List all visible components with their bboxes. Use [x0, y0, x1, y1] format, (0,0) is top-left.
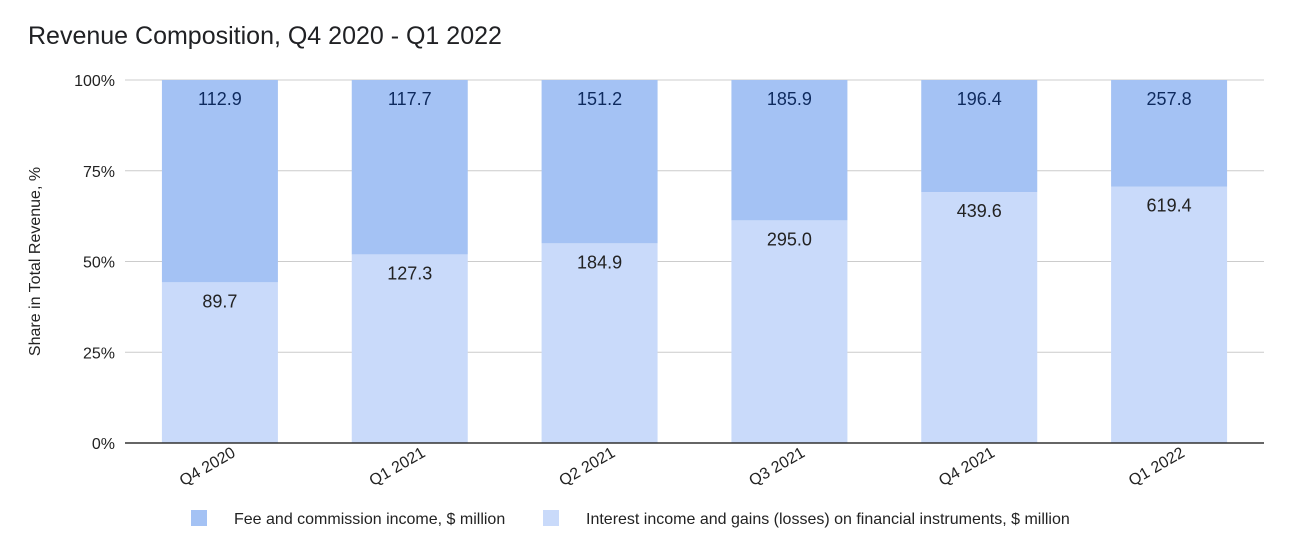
data-label: 619.4 [1147, 196, 1192, 216]
y-tick-label: 50% [83, 255, 115, 272]
bar-segment-fee-commission-q1-2021 [351, 80, 468, 255]
y-tick-label: 100% [74, 73, 115, 90]
data-label: 196.4 [957, 89, 1002, 109]
data-label: 295.0 [767, 229, 812, 249]
bar-segment-interest-income-q2-2021 [541, 243, 658, 443]
x-tick-label: Q3 2021 [746, 444, 808, 489]
x-tick-label: Q4 2020 [177, 444, 239, 489]
data-label: 185.9 [767, 89, 812, 109]
x-tick-label: Q2 2021 [557, 444, 619, 489]
data-labels: 89.7 112.9 127.3 117.7 184.9 151.2 295.0 185.9 4… [198, 89, 1192, 311]
bar-segment-interest-income-q1-2021 [351, 254, 468, 443]
data-label: 184.9 [577, 252, 622, 272]
y-tick-label: 25% [83, 345, 115, 362]
y-tick-label: 0% [92, 436, 115, 453]
data-label: 439.6 [957, 201, 1002, 221]
bars [161, 80, 1228, 443]
bar-segment-fee-commission-q4-2020 [161, 80, 278, 283]
data-label: 151.2 [577, 89, 622, 109]
data-label: 257.8 [1147, 89, 1192, 109]
bar-segment-fee-commission-q2-2021 [541, 80, 658, 244]
bar-segment-interest-income-q4-2020 [161, 282, 278, 443]
gridlines [125, 79, 1264, 353]
bar-segment-interest-income-q4-2021 [921, 192, 1038, 443]
legend: Fee and commission income, $ million Inte… [191, 510, 1070, 528]
y-tick-label: 75% [83, 164, 115, 181]
data-label: 127.3 [387, 263, 432, 283]
data-label: 112.9 [198, 89, 242, 109]
legend-label: Interest income and gains (losses) on fi… [586, 511, 1070, 528]
data-label: 89.7 [202, 291, 237, 311]
bar-segment-interest-income-q3-2021 [731, 220, 848, 443]
x-tick-label: Q4 2021 [936, 444, 998, 489]
legend-label: Fee and commission income, $ million [234, 511, 505, 528]
x-tick-label: Q1 2022 [1126, 444, 1188, 489]
bar-segment-fee-commission-q4-2021 [921, 80, 1038, 193]
legend-swatch [543, 510, 559, 526]
y-axis-title: Share in Total Revenue, % [27, 167, 44, 356]
legend-swatch [191, 510, 207, 526]
bar-segment-fee-commission-q3-2021 [731, 80, 848, 221]
chart-title: Revenue Composition, Q4 2020 - Q1 2022 [28, 22, 502, 50]
x-tick-label: Q1 2021 [367, 444, 429, 489]
bar-segment-interest-income-q1-2022 [1111, 186, 1228, 443]
bar-segment-fee-commission-q1-2022 [1111, 80, 1228, 187]
data-label: 117.7 [388, 89, 432, 109]
